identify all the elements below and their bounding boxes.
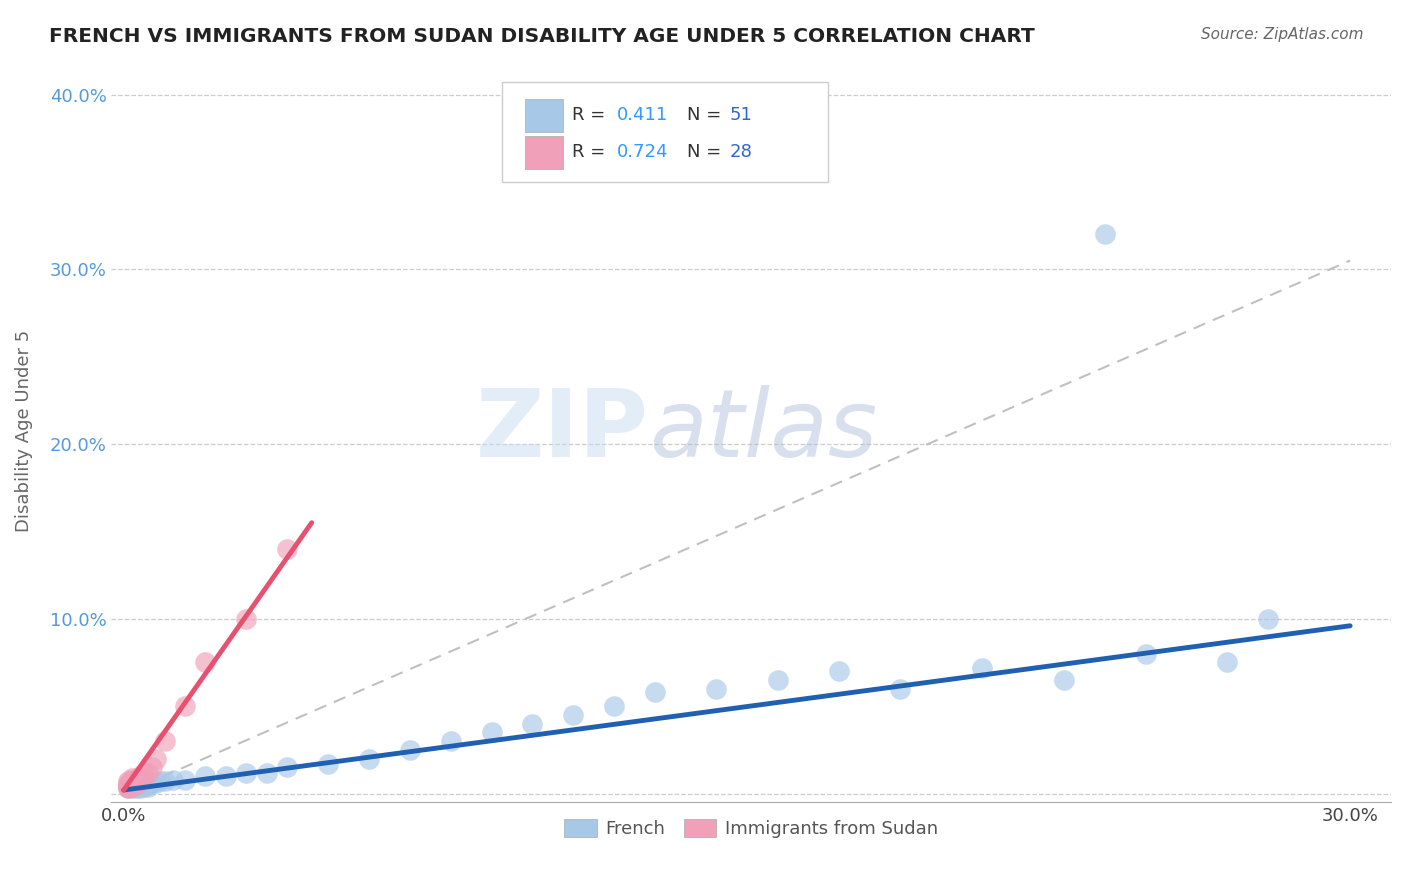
Text: R =: R = — [572, 143, 612, 161]
Point — [132, 776, 155, 790]
Point — [145, 751, 167, 765]
Point — [129, 774, 152, 789]
Point — [121, 771, 143, 785]
Point — [153, 734, 176, 748]
Point — [125, 781, 148, 796]
Point — [522, 716, 544, 731]
Point — [828, 664, 851, 678]
Point — [153, 774, 176, 789]
Text: R =: R = — [572, 105, 612, 124]
FancyBboxPatch shape — [524, 99, 562, 132]
Point — [149, 774, 172, 789]
Point — [1216, 656, 1239, 670]
Point — [117, 780, 139, 794]
Point — [125, 778, 148, 792]
Point — [276, 760, 298, 774]
Point — [603, 699, 626, 714]
Point — [125, 776, 148, 790]
Point — [141, 760, 163, 774]
Point — [1094, 227, 1116, 242]
Point — [132, 778, 155, 792]
Point — [125, 778, 148, 792]
Point — [129, 769, 152, 783]
Point — [174, 699, 197, 714]
Point — [398, 743, 420, 757]
Legend: French, Immigrants from Sudan: French, Immigrants from Sudan — [557, 812, 945, 846]
Point — [121, 774, 143, 789]
Point — [129, 780, 152, 794]
Point — [129, 776, 152, 790]
Point — [1257, 612, 1279, 626]
Point — [141, 776, 163, 790]
Point — [132, 765, 155, 780]
Text: Source: ZipAtlas.com: Source: ZipAtlas.com — [1201, 27, 1364, 42]
Point — [162, 772, 184, 787]
Point — [121, 780, 143, 794]
Point — [706, 681, 728, 696]
Point — [121, 776, 143, 790]
Point — [1053, 673, 1076, 687]
Point — [194, 656, 217, 670]
Point — [125, 776, 148, 790]
Text: FRENCH VS IMMIGRANTS FROM SUDAN DISABILITY AGE UNDER 5 CORRELATION CHART: FRENCH VS IMMIGRANTS FROM SUDAN DISABILI… — [49, 27, 1035, 45]
Point — [215, 769, 238, 783]
Point — [129, 781, 152, 796]
Point — [121, 778, 143, 792]
Text: ZIP: ZIP — [477, 385, 648, 477]
Point — [121, 778, 143, 792]
Point — [117, 781, 139, 796]
Text: N =: N = — [688, 143, 727, 161]
Point — [440, 734, 463, 748]
Point — [316, 756, 339, 771]
Point — [276, 541, 298, 556]
Y-axis label: Disability Age Under 5: Disability Age Under 5 — [15, 330, 32, 532]
Text: 0.411: 0.411 — [617, 105, 668, 124]
Point — [121, 778, 143, 792]
Point — [256, 765, 278, 780]
FancyBboxPatch shape — [502, 82, 828, 182]
Point — [235, 765, 257, 780]
Point — [121, 780, 143, 794]
Point — [136, 778, 159, 792]
Point — [121, 781, 143, 796]
Point — [145, 776, 167, 790]
Point — [132, 780, 155, 794]
Point — [121, 772, 143, 787]
Point — [174, 772, 197, 787]
Point — [972, 661, 994, 675]
Point — [136, 776, 159, 790]
FancyBboxPatch shape — [524, 136, 562, 169]
Point — [136, 780, 159, 794]
Point — [194, 769, 217, 783]
Point — [481, 725, 503, 739]
Point — [117, 778, 139, 792]
Point — [125, 780, 148, 794]
Point — [117, 778, 139, 792]
Point — [1135, 647, 1157, 661]
Point — [136, 765, 159, 780]
Text: N =: N = — [688, 105, 727, 124]
Point — [132, 771, 155, 785]
Point — [235, 612, 257, 626]
Point — [889, 681, 911, 696]
Point — [117, 774, 139, 789]
Point — [644, 685, 666, 699]
Point — [766, 673, 789, 687]
Point — [129, 778, 152, 792]
Point — [129, 772, 152, 787]
Point — [357, 751, 380, 765]
Point — [125, 774, 148, 789]
Point — [125, 772, 148, 787]
Point — [562, 707, 585, 722]
Point — [117, 781, 139, 796]
Text: atlas: atlas — [648, 385, 877, 476]
Point — [117, 776, 139, 790]
Point — [117, 780, 139, 794]
Text: 51: 51 — [730, 105, 752, 124]
Point — [125, 780, 148, 794]
Text: 28: 28 — [730, 143, 752, 161]
Text: 0.724: 0.724 — [617, 143, 668, 161]
